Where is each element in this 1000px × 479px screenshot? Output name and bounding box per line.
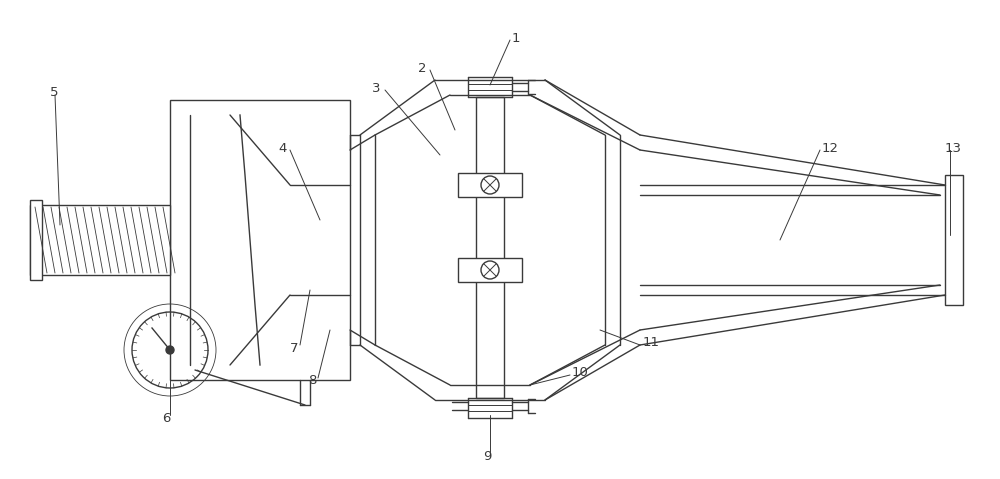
Bar <box>945 175 963 305</box>
Bar <box>30 205 170 275</box>
Text: 6: 6 <box>162 411 170 424</box>
Text: 11: 11 <box>643 337 660 350</box>
Bar <box>458 173 522 197</box>
Text: 1: 1 <box>512 32 520 45</box>
Text: 3: 3 <box>372 81 380 94</box>
Bar <box>458 258 522 282</box>
Bar <box>170 100 350 380</box>
Text: 8: 8 <box>308 374 316 387</box>
Text: 12: 12 <box>822 141 839 155</box>
Text: 5: 5 <box>50 85 58 99</box>
Circle shape <box>166 346 174 354</box>
Text: 10: 10 <box>572 366 589 379</box>
Text: 13: 13 <box>945 141 962 155</box>
Text: 4: 4 <box>278 141 286 155</box>
Bar <box>30 200 42 280</box>
Text: 2: 2 <box>418 61 426 75</box>
Bar <box>476 97 504 398</box>
Text: 7: 7 <box>290 342 298 354</box>
Text: 9: 9 <box>483 449 491 463</box>
